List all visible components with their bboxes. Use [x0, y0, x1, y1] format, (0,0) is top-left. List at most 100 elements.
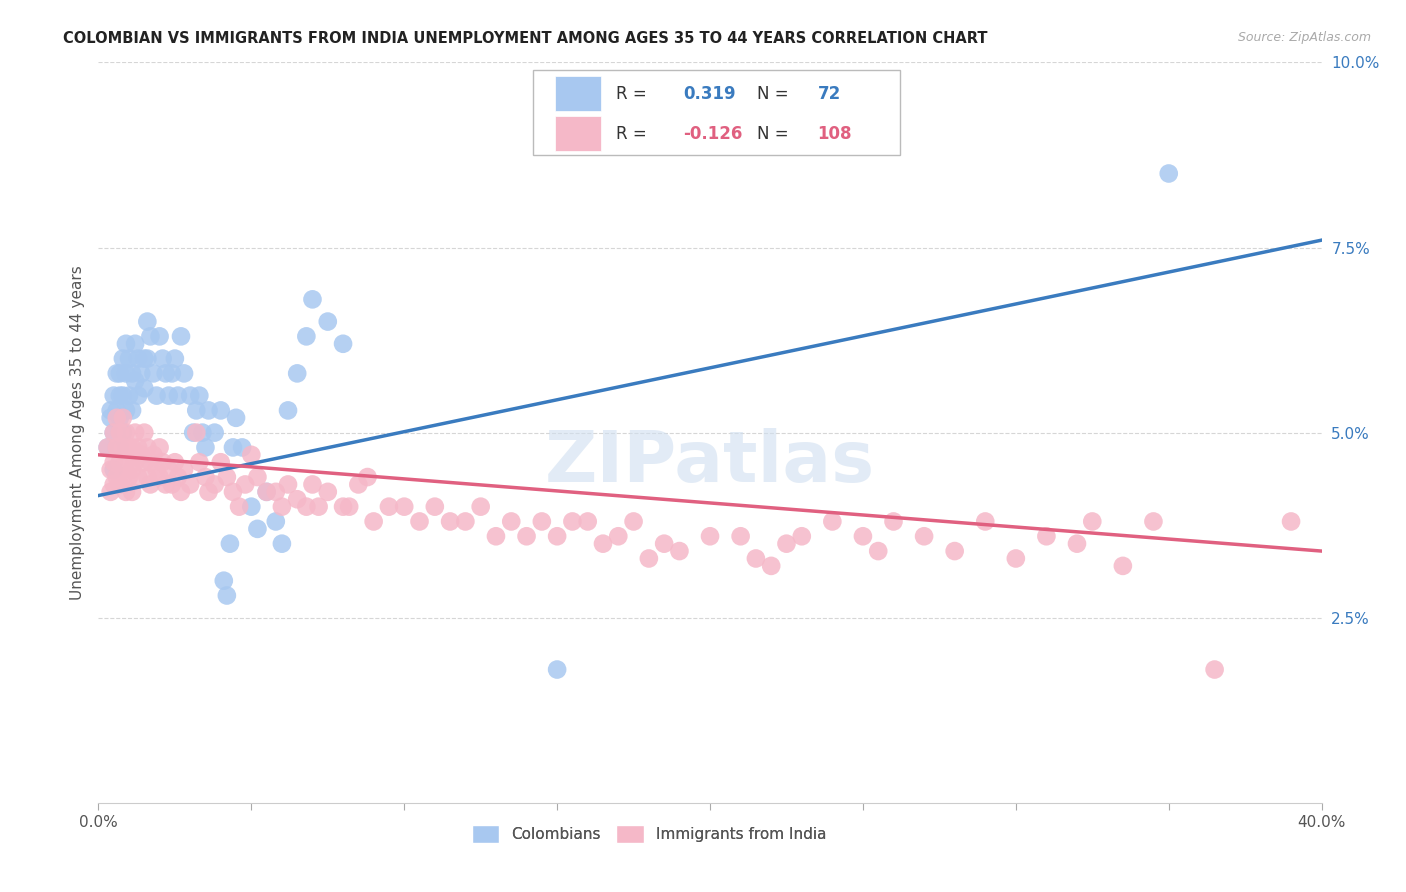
- Point: [745, 551, 768, 566]
- Point: [100, 462, 122, 476]
- Point: [561, 515, 583, 529]
- Point: [516, 529, 538, 543]
- Point: [883, 515, 905, 529]
- Point: [225, 410, 247, 425]
- Point: [118, 388, 141, 402]
- Point: [637, 551, 661, 566]
- Point: [108, 367, 131, 381]
- Point: [134, 455, 156, 469]
- Point: [699, 529, 721, 543]
- Point: [103, 425, 125, 440]
- Point: [134, 351, 156, 366]
- Point: [111, 351, 134, 366]
- Point: [118, 351, 141, 366]
- Point: [1279, 515, 1302, 529]
- Point: [170, 329, 193, 343]
- Point: [295, 329, 318, 343]
- Point: [160, 367, 183, 381]
- Point: [668, 544, 690, 558]
- Point: [912, 529, 935, 543]
- Point: [124, 336, 146, 351]
- Point: [730, 529, 752, 543]
- Point: [134, 381, 156, 395]
- Point: [233, 477, 256, 491]
- Point: [105, 410, 128, 425]
- Point: [264, 484, 287, 499]
- Point: [100, 484, 122, 499]
- Point: [204, 425, 226, 440]
- Point: [145, 388, 167, 402]
- Point: [157, 388, 180, 402]
- Point: [295, 500, 318, 514]
- Point: [219, 536, 242, 550]
- Point: [108, 441, 131, 455]
- Point: [149, 470, 172, 484]
- Point: [118, 470, 141, 484]
- Point: [121, 462, 143, 476]
- Point: [121, 484, 143, 499]
- Point: [423, 500, 446, 514]
- Point: [111, 470, 134, 484]
- Text: 0.319: 0.319: [683, 85, 735, 103]
- Point: [134, 425, 156, 440]
- Point: [108, 388, 131, 402]
- Legend: Colombians, Immigrants from India: Colombians, Immigrants from India: [464, 818, 834, 851]
- Point: [197, 403, 219, 417]
- Point: [115, 425, 138, 440]
- Point: [264, 515, 287, 529]
- Point: [1081, 515, 1104, 529]
- Point: [124, 374, 146, 388]
- Point: [105, 441, 128, 455]
- Point: [285, 367, 308, 381]
- Point: [105, 367, 128, 381]
- Point: [501, 515, 523, 529]
- Point: [111, 388, 134, 402]
- Point: [301, 293, 323, 307]
- Point: [108, 455, 131, 469]
- Text: Source: ZipAtlas.com: Source: ZipAtlas.com: [1237, 31, 1371, 45]
- Point: [301, 477, 323, 491]
- Point: [103, 455, 125, 469]
- Point: [127, 388, 149, 402]
- Text: N =: N =: [756, 125, 793, 143]
- Point: [576, 515, 599, 529]
- Point: [191, 425, 214, 440]
- Point: [1004, 551, 1026, 566]
- Point: [332, 336, 354, 351]
- Point: [111, 410, 134, 425]
- Point: [139, 477, 162, 491]
- Text: R =: R =: [616, 125, 652, 143]
- Point: [1035, 529, 1057, 543]
- Point: [105, 470, 128, 484]
- Y-axis label: Unemployment Among Ages 35 to 44 years: Unemployment Among Ages 35 to 44 years: [69, 265, 84, 600]
- Text: N =: N =: [756, 85, 793, 103]
- Point: [97, 441, 120, 455]
- Point: [145, 462, 167, 476]
- Point: [173, 367, 195, 381]
- Point: [277, 477, 299, 491]
- Point: [108, 410, 131, 425]
- Point: [212, 574, 235, 588]
- Point: [139, 329, 162, 343]
- Point: [149, 329, 172, 343]
- Point: [1204, 663, 1226, 677]
- Point: [270, 536, 292, 550]
- Point: [347, 477, 370, 491]
- Point: [100, 410, 122, 425]
- Point: [485, 529, 508, 543]
- Point: [129, 367, 152, 381]
- Point: [1112, 558, 1135, 573]
- Point: [943, 544, 966, 558]
- Point: [240, 500, 263, 514]
- Point: [392, 500, 416, 514]
- Point: [215, 470, 238, 484]
- Point: [167, 388, 190, 402]
- Text: COLOMBIAN VS IMMIGRANTS FROM INDIA UNEMPLOYMENT AMONG AGES 35 TO 44 YEARS CORREL: COLOMBIAN VS IMMIGRANTS FROM INDIA UNEMP…: [63, 31, 988, 46]
- Point: [204, 477, 226, 491]
- Point: [852, 129, 875, 144]
- Point: [181, 425, 204, 440]
- Point: [408, 515, 430, 529]
- Point: [308, 500, 330, 514]
- Point: [157, 462, 180, 476]
- Point: [136, 314, 159, 328]
